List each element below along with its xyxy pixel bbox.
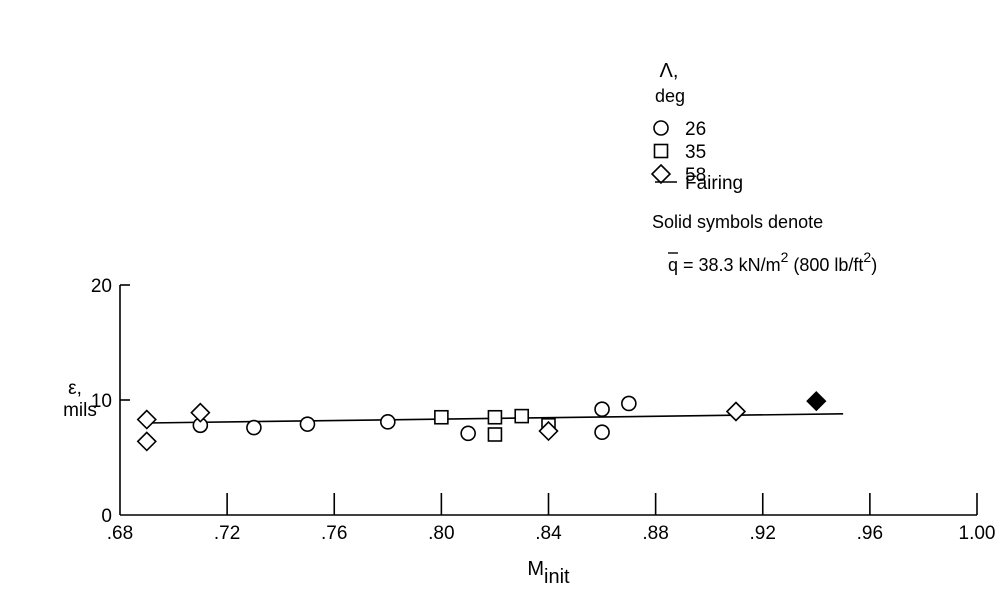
- point-circle: [594, 401, 610, 418]
- legend-note-mid: (800 lb/ft: [788, 255, 863, 275]
- point-square: [514, 408, 530, 424]
- x-tick-label: .84: [535, 523, 562, 544]
- x-tick-label: .96: [857, 523, 883, 544]
- point-diamond: [725, 401, 747, 422]
- x-tick-label: .80: [428, 523, 454, 544]
- y-tick-label: 10: [91, 391, 112, 412]
- point-square: [487, 409, 503, 425]
- legend-note-line1: Solid symbols denote: [652, 212, 823, 232]
- point-diamond: [190, 402, 211, 423]
- legend-diamond-icon: [650, 163, 672, 185]
- point-diamond-solid: [806, 391, 827, 412]
- x-tick-label: .92: [750, 523, 776, 544]
- legend-label: 26: [685, 119, 706, 140]
- legend-note-eq: = 38.3 kN/m: [678, 255, 781, 275]
- legend-note-line2: q = 38.3 kN/m2 (800 lb/ft2): [668, 249, 877, 275]
- legend-label: 58: [685, 165, 706, 186]
- x-ticks: .68 .72 .76 .80 .84 .88 .92 .96 1.00: [107, 493, 996, 544]
- legend-square-icon: [653, 143, 669, 159]
- point-circle: [621, 395, 637, 412]
- legend-note-exp2: 2: [863, 249, 871, 265]
- legend-circle-icon: [653, 120, 669, 136]
- legend-label: 35: [685, 142, 706, 163]
- x-tick-label: 1.00: [959, 523, 996, 544]
- y-tick-label: 0: [101, 506, 112, 527]
- legend-note-end: ): [871, 255, 877, 275]
- point-diamond: [136, 431, 157, 452]
- legend-note-q: q: [668, 255, 678, 275]
- point-circle: [380, 414, 396, 430]
- x-tick-label: .76: [321, 523, 347, 544]
- point-circle: [460, 425, 476, 442]
- point-square: [434, 409, 449, 425]
- data-markers: [136, 391, 827, 452]
- legend-title-unit: deg: [655, 86, 685, 106]
- point-diamond: [136, 409, 157, 430]
- x-axis-label-subscript: init: [544, 566, 570, 588]
- y-ticks: 0 10 20: [91, 276, 130, 527]
- x-tick-label: .68: [107, 523, 133, 544]
- point-square: [487, 427, 503, 442]
- x-axis-label: Minit: [527, 558, 570, 588]
- point-circle: [246, 419, 262, 436]
- legend-fairing-label: Fairing: [685, 173, 743, 194]
- legend-note-exp1: 2: [781, 249, 789, 265]
- y-axis-label-unit: mils: [63, 400, 97, 421]
- legend-title-symbol: Λ,: [660, 60, 679, 82]
- point-circle: [299, 416, 316, 432]
- x-tick-label: .72: [214, 523, 240, 544]
- y-axis-label: ε,: [68, 378, 82, 399]
- x-tick-label: .88: [642, 523, 668, 544]
- x-axis-label-main: M: [527, 558, 544, 580]
- point-circle: [594, 424, 610, 441]
- y-tick-label: 20: [91, 276, 112, 297]
- point-diamond: [538, 420, 559, 442]
